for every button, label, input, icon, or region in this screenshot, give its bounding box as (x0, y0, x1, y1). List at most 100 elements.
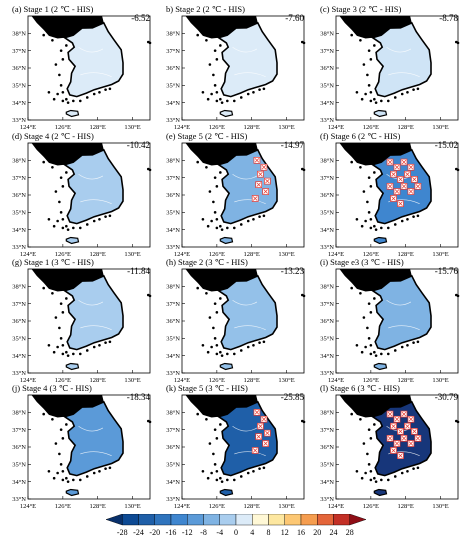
island-dot (412, 467, 415, 470)
island-dot (406, 90, 409, 94)
north-land (31, 269, 104, 296)
island-dot (258, 215, 261, 218)
map-panel: 38°N 37°N 36°N 35°N 34°N 33°N 124°E 126°E 128°E 1… (2, 4, 156, 136)
island-dot (369, 58, 373, 61)
lat-label: 33°N (320, 117, 334, 124)
island-dot (219, 171, 222, 174)
island-dot (61, 343, 65, 347)
island-dot (104, 215, 107, 218)
island-dot (362, 442, 366, 445)
island-dot (61, 226, 65, 230)
island-dot (219, 476, 222, 480)
island-dot (47, 217, 51, 221)
lon-label: 128°E (90, 503, 106, 510)
map-panel: 38°N 37°N 36°N 35°N 34°N 33°N 124°E 126°E 128°E 1… (2, 257, 156, 389)
island-dot (456, 41, 460, 45)
lon-label: 124°E (20, 124, 36, 131)
island-dot (61, 478, 65, 482)
lon-label: 126°E (55, 251, 71, 258)
significance-cross (401, 159, 407, 165)
lon-label: 130°E (278, 251, 294, 258)
lat-label: 36°N (320, 65, 334, 72)
island-dot (252, 90, 255, 94)
island-dot (262, 214, 266, 218)
island-dot (373, 171, 376, 174)
panel-mean-value: -8.78 (439, 13, 458, 23)
lat-label: 34°N (12, 100, 26, 107)
island-dot (54, 442, 58, 445)
colorbar-segment (349, 513, 367, 526)
island-dot (54, 190, 58, 193)
island-dot (360, 476, 364, 480)
island-dot (61, 352, 65, 356)
island-dot (215, 478, 219, 482)
island-dot (380, 226, 383, 230)
lon-label: 128°E (244, 503, 260, 510)
lon-label: 124°E (174, 251, 190, 258)
island-dot (369, 90, 373, 94)
island-dot (355, 217, 359, 221)
north-land (339, 143, 412, 170)
lat-label: 33°N (166, 496, 180, 503)
island-dot (364, 345, 367, 349)
contour-line (78, 299, 112, 330)
island-dot (85, 223, 89, 226)
island-dot (61, 469, 65, 473)
lat-label: 37°N (12, 175, 26, 182)
island-dot (108, 340, 112, 344)
panel-title: (a) Stage 1 (2 ℃ - HIS) (12, 4, 94, 14)
island-dot (98, 343, 101, 347)
island-dot (196, 160, 199, 164)
island-dot (258, 467, 261, 470)
island-dot (262, 340, 266, 344)
island-dot (373, 423, 376, 426)
lat-label: 34°N (12, 353, 26, 360)
island-dot (386, 226, 390, 230)
island-dot (360, 97, 364, 101)
significance-cross (265, 178, 270, 184)
island-dot (65, 44, 68, 47)
lat-label: 33°N (12, 244, 26, 251)
lat-label: 35°N (166, 462, 180, 469)
island-dot (98, 469, 101, 473)
island-dot (92, 471, 96, 475)
island-dot (373, 44, 376, 47)
island-dot (104, 88, 107, 91)
island-dot (393, 223, 397, 226)
significance-cross (408, 189, 414, 194)
lon-label: 124°E (328, 377, 344, 384)
island-dot (362, 316, 366, 319)
lat-label: 34°N (12, 227, 26, 234)
significance-cross (408, 441, 414, 446)
island-dot (54, 63, 58, 66)
island-dot (220, 228, 224, 231)
island-dot (56, 471, 59, 475)
island-dot (215, 343, 219, 347)
lat-label: 34°N (166, 100, 180, 107)
island-dot (58, 452, 61, 456)
island-dot (47, 343, 51, 347)
island-dot (148, 420, 152, 424)
lat-label: 37°N (12, 427, 26, 434)
island-dot (66, 228, 70, 231)
island-dot (65, 97, 68, 101)
island-dot (215, 58, 219, 61)
island-dot (355, 343, 359, 347)
lat-label: 38°N (320, 31, 334, 38)
lat-label: 38°N (166, 31, 180, 38)
jeju-island (65, 236, 80, 245)
significance-cross (408, 165, 414, 170)
lat-label: 35°N (320, 462, 334, 469)
contour-line (232, 46, 266, 77)
lon-label: 126°E (209, 377, 225, 384)
colorbar-segment (268, 513, 285, 526)
island-dot (369, 185, 373, 188)
colorbar-segment (138, 513, 155, 526)
island-dot (366, 326, 369, 330)
island-dot (239, 96, 243, 99)
lon-label: 124°E (20, 377, 36, 384)
significance-cross (261, 165, 267, 170)
korea-fill (370, 21, 432, 98)
